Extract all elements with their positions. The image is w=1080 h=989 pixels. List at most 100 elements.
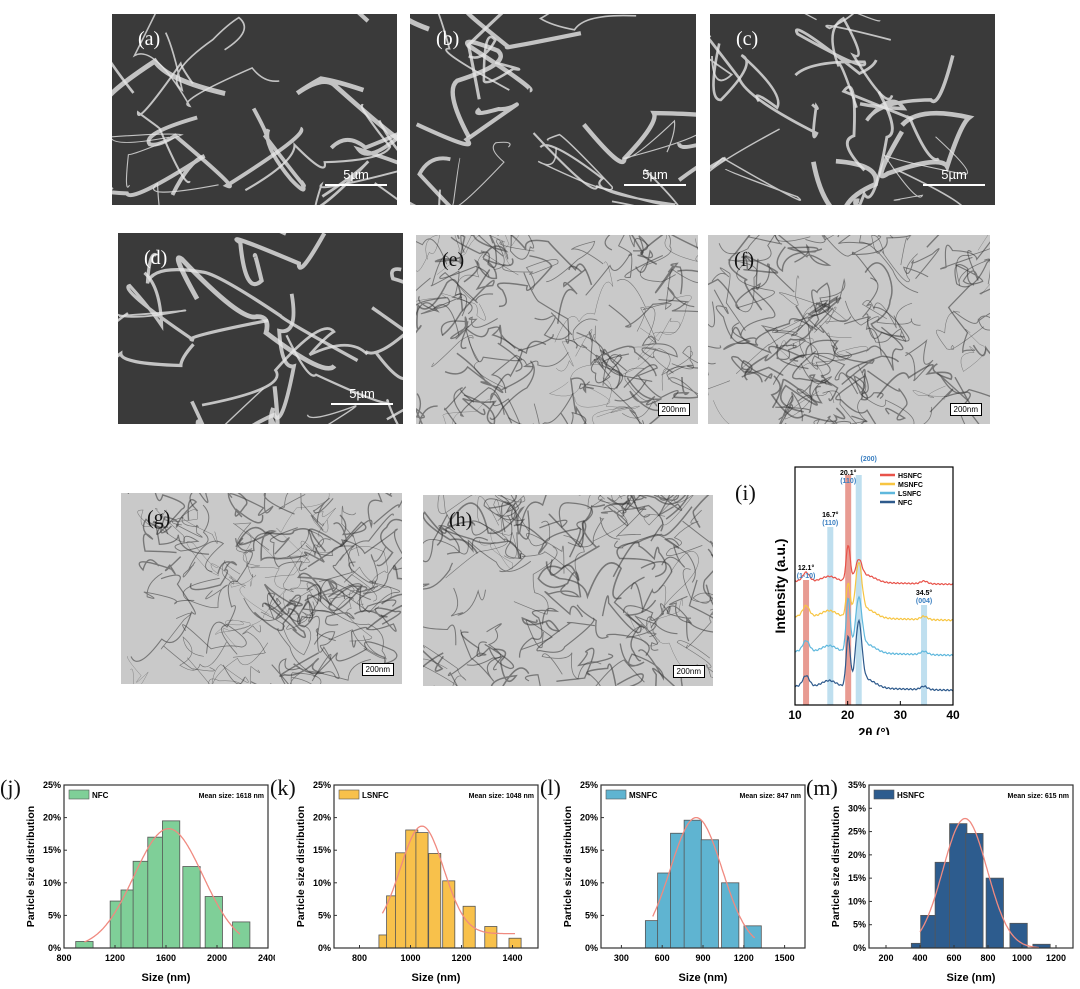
legend-label: HSNFC	[897, 791, 925, 800]
x-tick-label: 1000	[1012, 953, 1032, 963]
x-tick-label: 600	[655, 953, 670, 963]
y-tick-label: 0%	[318, 943, 331, 953]
legend-label: LSNFC	[362, 791, 389, 800]
histogram-bar	[700, 839, 719, 949]
y-tick-label: 5%	[853, 920, 866, 930]
panel-label-k: (k)	[270, 775, 296, 800]
xrd-line-msnfc	[794, 561, 954, 622]
peak-band	[921, 605, 928, 705]
peak-band	[845, 475, 852, 705]
y-axis-label: Particle size distribution	[562, 806, 574, 927]
y-tick-label: 25%	[43, 780, 61, 790]
peak-band	[827, 527, 834, 705]
plot-frame	[794, 466, 954, 706]
x-tick-label: 1200	[734, 953, 754, 963]
peak-angle-label: 12.1°	[798, 564, 815, 572]
y-tick-label: 10%	[580, 878, 598, 888]
histogram-bar	[949, 823, 968, 949]
histogram-bar	[965, 833, 984, 949]
x-tick-label: 30	[894, 708, 908, 722]
histogram-bar	[182, 866, 201, 949]
mean-size-label: Mean size: 1048 nm	[469, 793, 534, 800]
mean-size-label: Mean size: 847 nm	[740, 793, 801, 800]
histogram-bar	[75, 941, 94, 949]
y-tick-label: 5%	[585, 910, 598, 920]
legend-label: HSNFC	[898, 473, 922, 480]
mean-size-label: Mean size: 615 nm	[1008, 793, 1069, 800]
scale-bar-label: 5µm	[941, 167, 967, 182]
micrograph-e: (e) 200nm	[416, 235, 698, 424]
peak-band	[803, 580, 810, 705]
histogram-bar	[484, 926, 498, 949]
y-tick-label: 35%	[848, 780, 866, 790]
y-axis-label: Particle size distribution	[25, 806, 37, 927]
xrd-chart: HSNFCMSNFCLSNFCNFC12.1°(1-10)16.7°(110)2…	[772, 456, 960, 735]
scale-bar: 5µm	[331, 386, 393, 405]
panel-label: (e)	[442, 249, 465, 271]
micrograph-h: (h) 200nm	[423, 495, 713, 686]
y-tick-label: 0%	[585, 943, 598, 953]
micrograph-f: (f) 200nm	[708, 235, 990, 424]
y-tick-label: 20%	[848, 850, 866, 860]
y-axis-label: Particle size distribution	[830, 806, 842, 927]
y-tick-label: 10%	[313, 878, 331, 888]
legend-label: LSNFC	[898, 491, 921, 498]
x-tick-label: 1200	[451, 953, 471, 963]
histogram-bar	[162, 820, 181, 949]
histogram-bar	[442, 880, 456, 949]
xrd-line-nfc	[794, 618, 954, 692]
peak-plane-label: (1-10)	[797, 573, 816, 580]
panel-label-j: (j)	[0, 775, 21, 800]
y-tick-label: 0%	[48, 943, 61, 953]
x-axis-label: Size (nm)	[947, 972, 996, 984]
x-tick-label: 900	[695, 953, 710, 963]
scale-bar-label: 200nm	[949, 403, 982, 416]
x-axis-label: 2θ (°)	[858, 725, 890, 735]
y-tick-label: 15%	[313, 845, 331, 855]
x-tick-label: 600	[946, 953, 961, 963]
legend-swatch	[338, 789, 360, 800]
legend-label: MSNFC	[898, 482, 923, 489]
legend-swatch	[605, 789, 627, 800]
peak-angle-label: 34.5°	[916, 589, 933, 597]
scale-bar-label: 5µm	[642, 167, 668, 182]
plot-frame	[868, 784, 1074, 949]
x-tick-label: 300	[614, 953, 629, 963]
histogram-bar	[683, 819, 702, 949]
xrd-line-lsnfc	[795, 595, 954, 657]
micrograph-c: (c) 5µm	[710, 14, 995, 205]
x-tick-label: 20	[841, 708, 855, 722]
x-tick-label: 1600	[156, 953, 176, 963]
histogram-bar	[204, 896, 223, 949]
micrograph-d: (d) 5µm	[118, 233, 403, 424]
peak-band	[855, 475, 862, 705]
histogram-bar	[232, 921, 251, 949]
scale-bar: 5µm	[624, 167, 686, 186]
panel-label-l: (l)	[540, 775, 561, 800]
mean-size-label: Mean size: 1618 nm	[199, 793, 264, 800]
histogram-bar	[508, 937, 522, 949]
scale-bar-label: 200nm	[672, 665, 705, 678]
y-tick-label: 0%	[853, 943, 866, 953]
y-tick-label: 10%	[848, 896, 866, 906]
histogram-hsnfc: HSNFC Mean size: 615 nm 0% 5% 10% 15% 20% 25% 30…	[830, 780, 1074, 984]
peak-angle-label: 16.7°	[822, 511, 839, 519]
y-tick-label: 30%	[848, 803, 866, 813]
x-tick-label: 400	[912, 953, 927, 963]
x-tick-label: 2400	[258, 953, 275, 963]
gaussian-fit-curve	[919, 817, 1039, 949]
scale-bar-label: 200nm	[657, 403, 690, 416]
panel-label: (h)	[449, 509, 473, 531]
panel-label-m: (m)	[806, 775, 838, 800]
panel-label: (g)	[147, 507, 171, 529]
scale-bar-label: 200nm	[361, 663, 394, 676]
histogram-bar	[415, 832, 429, 949]
scale-bar: 5µm	[325, 167, 387, 186]
y-tick-label: 5%	[318, 910, 331, 920]
gaussian-fit-curve	[84, 828, 241, 943]
y-tick-label: 25%	[313, 780, 331, 790]
panel-label: (b)	[436, 28, 460, 50]
x-tick-label: 200	[878, 953, 893, 963]
x-tick-label: 800	[352, 953, 367, 963]
x-tick-label: 1500	[775, 953, 795, 963]
